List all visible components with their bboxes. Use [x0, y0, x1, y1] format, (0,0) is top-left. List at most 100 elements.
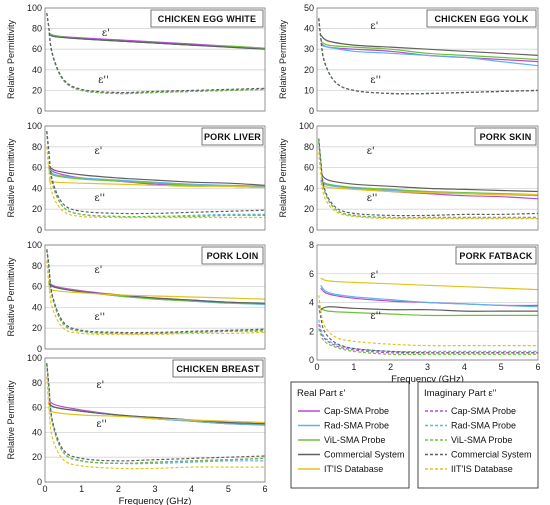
- x-tick-label: 6: [535, 362, 540, 372]
- x-tick-label: 3: [152, 484, 157, 494]
- legend-item: IIT'IS Database: [451, 464, 513, 474]
- x-tick-label: 4: [189, 484, 194, 494]
- legend-item: Rad-SMA Probe: [324, 421, 389, 431]
- panel-pork-skin: 0 20 40 60 80 100 Relative Permittivity PORK SK…: [278, 121, 539, 235]
- series-line-real-vil-sma-probe: [48, 402, 265, 425]
- series-line-real-commercial-system: [320, 306, 538, 312]
- legend-title: Real Part ε': [297, 388, 345, 399]
- y-tick-label: 50: [304, 3, 314, 13]
- y-tick-label: 0: [37, 344, 42, 354]
- legend-box: [417, 381, 539, 489]
- series-line-real-rad-sma-probe: [48, 169, 265, 187]
- panel-title: CHICKEN BREAST: [176, 364, 260, 374]
- panel-chicken-egg-yolk: 0 10 20 30 40 50 Relative Permittivity CHICKEN …: [278, 3, 539, 116]
- series-line-real-it-is-database: [48, 409, 265, 424]
- series-line-real-cap-sma-probe: [320, 42, 538, 63]
- x-tick-label: 4: [462, 362, 467, 372]
- y-axis-label: Relative Permittivity: [278, 19, 288, 99]
- y-tick-label: 100: [27, 3, 42, 13]
- y-axis-label: Relative Permittivity: [278, 138, 288, 218]
- y-tick-label: 60: [32, 44, 42, 54]
- panel-title-box: [150, 9, 264, 28]
- plot-frame: [44, 7, 266, 112]
- panel-title: PORK LIVER: [204, 132, 261, 142]
- y-tick-label: 80: [32, 142, 42, 152]
- series-line-real-commercial-system: [320, 172, 538, 193]
- y-tick-label: 60: [32, 163, 42, 173]
- y-tick-label: 20: [32, 323, 42, 333]
- y-tick-label: 80: [32, 261, 42, 271]
- y-tick-label: 0: [37, 106, 42, 116]
- series-line-imag-commercial-system: [318, 18, 538, 95]
- series-line-real-vil-sma-probe: [320, 180, 538, 196]
- plot-area: [318, 277, 538, 356]
- y-tick-label: 100: [27, 353, 42, 363]
- x-tick-label: 1: [79, 484, 84, 494]
- imag-part-label: ε'': [367, 193, 378, 204]
- series-line-imag-rad-sma-probe: [318, 319, 538, 353]
- series-line-real-it-is-database: [48, 288, 265, 300]
- imag-part-label: ε'': [370, 311, 381, 322]
- y-tick-label: 0: [37, 225, 42, 235]
- y-tick-label: 100: [27, 240, 42, 250]
- series-line-imag-it-is-database: [46, 146, 265, 219]
- x-tick-label: 2: [388, 362, 393, 372]
- plot-area: [46, 362, 265, 470]
- real-part-label: ε': [96, 380, 104, 391]
- series-line-real-commercial-system: [48, 34, 265, 50]
- x-tick-label: 5: [226, 484, 231, 494]
- y-axis-label: Relative Permittivity: [6, 380, 16, 460]
- series-line-imag-rad-sma-probe: [318, 141, 538, 219]
- y-tick-label: 10: [304, 85, 314, 95]
- y-tick-label: 100: [299, 121, 314, 131]
- series-line-real-commercial-system: [320, 34, 538, 56]
- y-tick-label: 0: [37, 477, 42, 487]
- legend-title: Imaginary Part ε'': [424, 388, 496, 399]
- panel-chicken-breast: 0 20 40 60 80 100 0 1 2 3 4 5 6 Frequency (GHz) Relati…: [6, 353, 268, 505]
- series-line-imag-it-is-database: [318, 295, 538, 347]
- legend-item: Commercial System: [451, 450, 532, 460]
- panel-title-box: [455, 246, 537, 265]
- series-line-imag-cap-sma-probe: [318, 141, 538, 219]
- series-line-imag-commercial-system: [318, 305, 538, 354]
- legend-imaginary-part: Imaginary Part ε'' Cap-SMA Probe Rad-SMA P…: [417, 381, 539, 489]
- x-tick-label: 5: [499, 362, 504, 372]
- panel-title-box: [172, 359, 264, 378]
- x-tick-label: 6: [262, 484, 267, 494]
- y-tick-label: 4: [309, 298, 314, 308]
- plot-area: [318, 138, 538, 220]
- plot-frame: [316, 244, 539, 361]
- x-axis-label: Frequency (GHz): [119, 496, 192, 505]
- series-line-imag-it-is-database: [318, 151, 538, 220]
- series-line-imag-vil-sma-probe: [318, 328, 538, 356]
- series-line-imag-vil-sma-probe: [46, 364, 265, 465]
- series-line-real-it-is-database: [320, 277, 538, 291]
- series-line-real-commercial-system: [48, 282, 265, 304]
- real-part-label: ε': [102, 28, 110, 39]
- series-line-imag-cap-sma-probe: [46, 364, 265, 465]
- plot-area: [46, 131, 265, 219]
- y-tick-label: 30: [304, 44, 314, 54]
- imag-part-label: ε'': [370, 75, 381, 86]
- x-tick-label: 0: [42, 484, 47, 494]
- plot-frame: [44, 244, 266, 350]
- series-line-real-commercial-system: [48, 403, 265, 425]
- y-tick-label: 40: [32, 302, 42, 312]
- y-tick-label: 2: [309, 326, 314, 336]
- legend-item: Cap-SMA Probe: [324, 406, 389, 416]
- y-tick-label: 40: [32, 65, 42, 75]
- y-tick-label: 0: [309, 106, 314, 116]
- real-part-label: ε': [95, 146, 103, 157]
- plot-frame: [44, 125, 266, 231]
- series-line-imag-it-is-database: [46, 376, 265, 470]
- panel-title: PORK FATBACK: [459, 251, 533, 261]
- y-tick-label: 40: [32, 427, 42, 437]
- x-tick-label: 0: [314, 362, 319, 372]
- series-line-real-rad-sma-probe: [320, 284, 538, 308]
- panel-title-box: [426, 9, 537, 28]
- series-line-real-vil-sma-probe: [320, 307, 538, 317]
- series-line-real-rad-sma-probe: [48, 283, 265, 305]
- series-line-imag-rad-sma-probe: [46, 364, 265, 465]
- y-tick-label: 20: [304, 204, 314, 214]
